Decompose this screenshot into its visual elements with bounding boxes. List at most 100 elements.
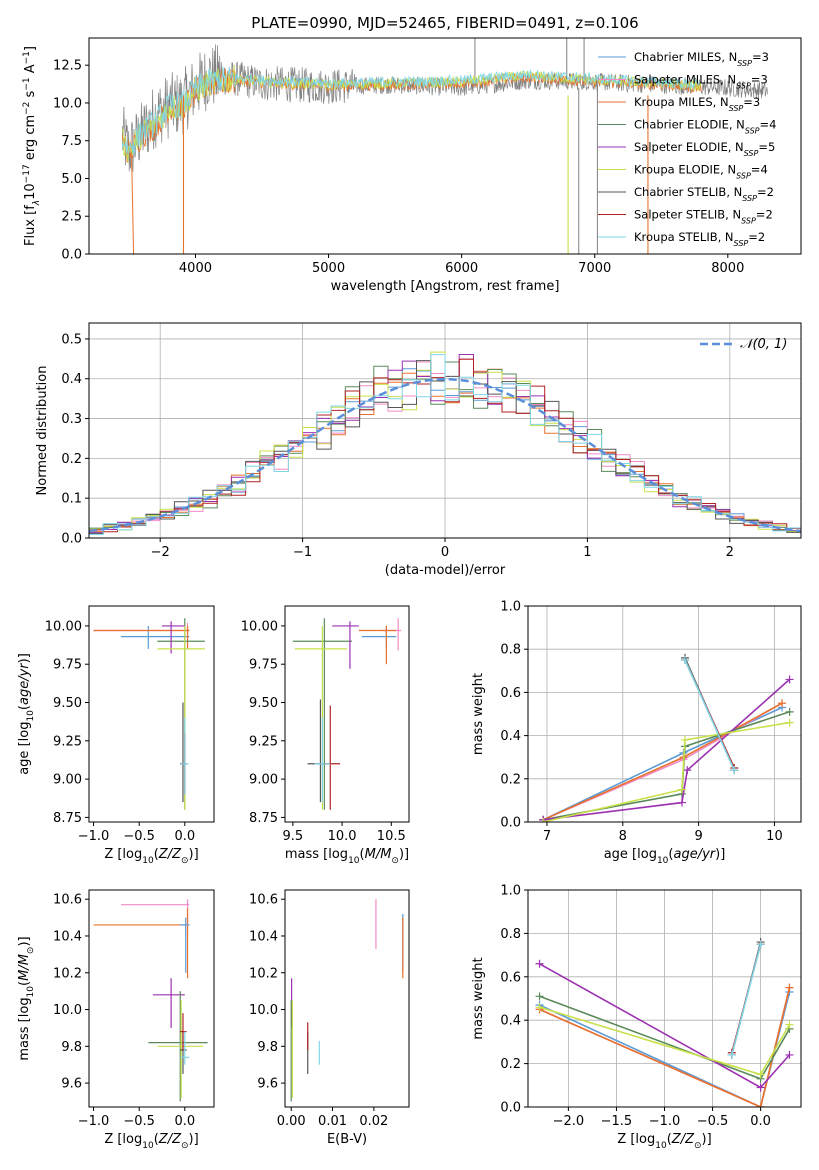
y-tick-label: 9.00 (249, 773, 278, 788)
gaussian-curve (89, 377, 801, 533)
y-axis-label: Normed distribution (35, 366, 50, 496)
y-tick-label: 10.00 (241, 619, 278, 634)
plot-area-age-weight (539, 653, 794, 822)
label-part: s (23, 90, 38, 101)
label-part: 10 (23, 183, 38, 200)
x-tick-label: 0.0 (750, 1114, 771, 1129)
label-part: M (17, 970, 32, 981)
weight-marker (677, 798, 686, 807)
label-part: = (758, 140, 768, 154)
label-part: /yr (17, 662, 32, 682)
label-part: Z (158, 847, 169, 862)
label-part: )] (17, 653, 32, 663)
label-part: 10 (655, 1141, 667, 1151)
x-tick-label: 6000 (445, 261, 478, 276)
model-spectrum-kroupa-miles (121, 68, 702, 163)
label-part: = (748, 230, 758, 244)
x-tick-label: 0.0 (174, 829, 195, 844)
x-tick-label: −1.0 (649, 1114, 681, 1129)
y-tick-label: 0.2 (500, 772, 521, 787)
x-tick-label: 5000 (312, 261, 345, 276)
y-tick-label: 9.6 (257, 1077, 278, 1092)
x-tick-label: 9 (694, 829, 702, 844)
legend-entry: 𝒩(0, 1) (740, 337, 787, 352)
plot-area-z-age (93, 618, 205, 810)
weight-marker (756, 1070, 765, 1079)
y-tick-label: 1.0 (500, 884, 521, 899)
label-part: SSP (744, 149, 759, 158)
y-axis-label: mass weight (471, 673, 486, 755)
legend-name: Kroupa ELODIE (634, 163, 720, 177)
x-axis-label-text: age [log (604, 847, 657, 862)
plot-area-spectrum (121, 38, 768, 254)
axes-frame (284, 889, 410, 1108)
y-tick-label: 12.5 (53, 59, 82, 74)
weight-marker (535, 1003, 544, 1012)
y-tick-label: 9.00 (53, 773, 82, 788)
panel-ebv-mass: 0.00 0.01 0.02 9.6 9.8 10.0 10.2 10.4 10.6 E(B-V) (249, 889, 410, 1147)
label-part: −17 (22, 164, 32, 183)
label-part: )] (702, 1132, 712, 1147)
weight-marker (730, 766, 739, 775)
y-tick-label: 0.5 (61, 332, 82, 347)
y-tick-label: 10.6 (53, 893, 82, 908)
plot-area-z-mass (93, 899, 208, 1102)
weight-marker (535, 992, 544, 1001)
legend-entry: Chabrier STELIB, NSSP=2 (634, 185, 774, 203)
x-tick-label: 10.5 (377, 829, 406, 844)
x-axis-label-text: (data-model)/error (385, 563, 506, 578)
y-tick-label: 0.4 (61, 372, 82, 387)
weight-marker (785, 1020, 794, 1029)
legend-nssp: 3 (762, 50, 769, 64)
y-tick-label: 10.0 (53, 96, 82, 111)
x-tick-label: −1 (293, 545, 312, 560)
y-tick-label: 5.0 (61, 172, 82, 187)
x-axis-label-text: wavelength [Angstrom, rest frame] (331, 279, 560, 294)
label-part: ( (17, 981, 32, 986)
y-tick-label: 8.75 (53, 811, 82, 826)
weight-line-kroupa-elodie (543, 721, 790, 822)
panel-z-age: −1.0 −0.5 0.0 8.75 9.00 9.25 9.50 9.75 10.00 Z [l… (17, 605, 215, 866)
legend-name: Salpeter ELODIE (634, 140, 728, 154)
weight-marker (539, 818, 548, 822)
label-part: SSP (745, 126, 760, 135)
label-part: )] (189, 847, 199, 862)
y-tick-label: 0.8 (500, 927, 521, 942)
x-tick-label: 0.02 (359, 1114, 388, 1129)
label-part: SSP (741, 216, 756, 225)
legend-entry: Chabrier MILES, NSSP=3 (634, 50, 769, 68)
x-tick-label: 7 (543, 829, 551, 844)
legend-nssp: 2 (765, 208, 772, 222)
x-tick-label: −2.0 (553, 1114, 585, 1129)
y-tick-label: 10.0 (53, 1003, 82, 1018)
label-part: −1 (22, 77, 32, 90)
x-tick-label: −1.0 (78, 829, 110, 844)
label-part: ( (360, 847, 365, 862)
plot-area-residuals (89, 351, 801, 535)
sun-subscript: ⊙ (181, 1141, 189, 1151)
label-part: , N (725, 208, 741, 222)
label-part: age (17, 681, 32, 705)
label-part: /M (375, 847, 392, 862)
label-part: )] (189, 1132, 199, 1147)
sun-subscript: ⊙ (181, 856, 189, 866)
plot-area-ebv-mass (290, 899, 404, 1102)
label-part: Z (158, 1132, 169, 1147)
sun-subscript: ⊙ (26, 947, 36, 955)
weight-marker (778, 699, 787, 708)
figure-title: PLATE=0990, MJD=52465, FIBERID=0491, z=0… (251, 14, 638, 32)
weight-marker (680, 656, 689, 664)
label-part: )] (715, 847, 725, 862)
x-tick-label: 0.00 (277, 1114, 306, 1129)
label-part: SSP (737, 59, 752, 68)
label-part: = (752, 50, 762, 64)
axes-frame (88, 37, 802, 255)
x-tick-label: 0 (441, 545, 449, 560)
label-part: , N (720, 163, 736, 177)
y-tick-label: 10.6 (249, 893, 278, 908)
legend-name: Kroupa MILES (634, 95, 713, 109)
label-part: = (751, 73, 761, 87)
y-tick-label: 10.2 (53, 966, 82, 981)
